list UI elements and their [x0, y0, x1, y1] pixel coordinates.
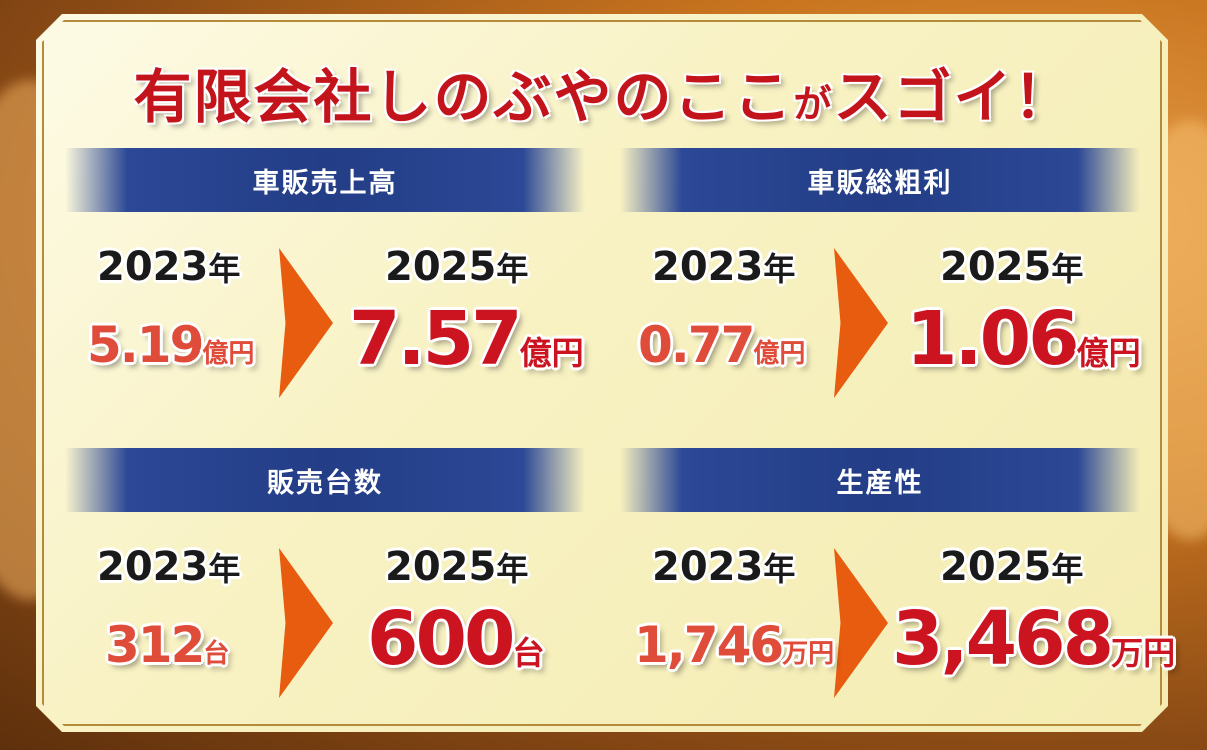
- page-title: 有限会社しのぶやのここがスゴイ！: [0, 50, 1207, 134]
- section-productivity: 生産性 2023年 2025年 1,746万円 3,468万円: [620, 448, 1175, 703]
- summary-card: [36, 14, 1168, 732]
- title-particle: が: [793, 81, 834, 126]
- old-value: 1,746万円: [634, 616, 835, 674]
- year-2025: 2025年: [385, 244, 529, 290]
- title-main: 有限会社しのぶやのここ: [133, 63, 794, 131]
- new-value: 600台: [367, 596, 545, 682]
- title-tail: スゴイ！: [833, 63, 1074, 131]
- year-2023: 2023年: [652, 544, 796, 590]
- section-header: 車販売上高: [65, 148, 585, 212]
- new-value: 1.06億円: [906, 296, 1141, 382]
- year-2025: 2025年: [385, 544, 529, 590]
- section-sales: 車販売上高 2023年 2025年 5.19億円 7.57億円: [65, 148, 585, 403]
- year-2025: 2025年: [940, 244, 1084, 290]
- increase-arrow-icon: [279, 248, 333, 398]
- section-header: 車販総粗利: [620, 148, 1140, 212]
- year-2023: 2023年: [652, 244, 796, 290]
- section-header: 販売台数: [65, 448, 585, 512]
- new-value: 7.57億円: [349, 296, 584, 382]
- year-2023: 2023年: [97, 544, 241, 590]
- year-2025: 2025年: [940, 544, 1084, 590]
- new-value: 3,468万円: [892, 596, 1176, 682]
- section-units-sold: 販売台数 2023年 2025年 312台 600台: [65, 448, 585, 703]
- old-value: 5.19億円: [87, 316, 255, 374]
- section-gross-profit: 車販総粗利 2023年 2025年 0.77億円 1.06億円: [620, 148, 1141, 403]
- increase-arrow-icon: [834, 548, 888, 698]
- old-value: 312台: [105, 616, 230, 674]
- increase-arrow-icon: [834, 248, 888, 398]
- year-2023: 2023年: [97, 244, 241, 290]
- increase-arrow-icon: [279, 548, 333, 698]
- old-value: 0.77億円: [638, 316, 806, 374]
- section-header: 生産性: [620, 448, 1140, 512]
